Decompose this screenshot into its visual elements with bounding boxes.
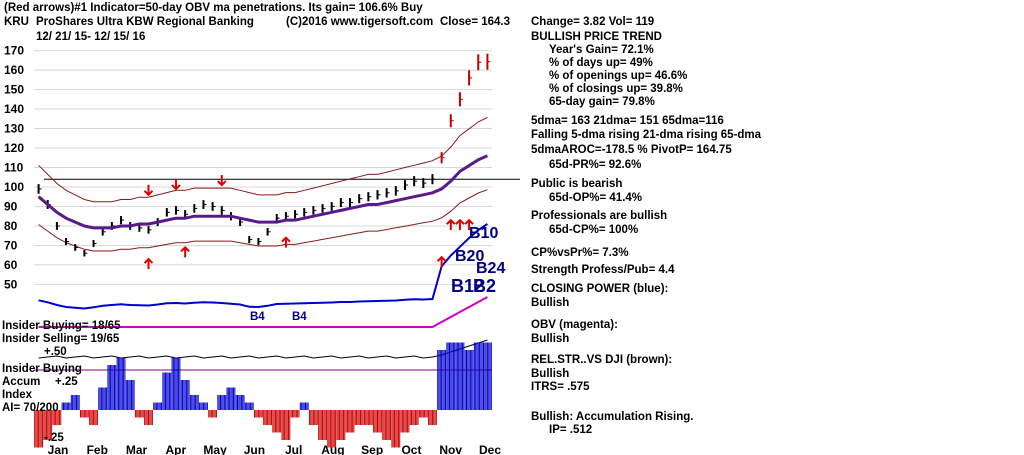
op-65d: 65d-OP%= 41.4%	[549, 192, 643, 204]
closing-power-label: CLOSING POWER (blue):	[531, 283, 669, 295]
gain-65day: 65-day gain= 79.8%	[549, 96, 655, 108]
closings-up: % of closings up= 39.8%	[549, 83, 683, 95]
y-tick-label: 170	[4, 44, 24, 58]
buy-arrow	[281, 236, 291, 248]
insider-buying-label: Insider Buying	[2, 363, 82, 375]
signal-b2: B2	[473, 276, 497, 296]
signal-arrows	[143, 175, 474, 270]
month-label: Aug	[321, 443, 344, 455]
y-tick-label: 60	[4, 258, 18, 272]
month-label: May	[203, 443, 227, 455]
buy-arrow	[446, 218, 456, 231]
month-label: Jun	[244, 443, 265, 455]
lower-band	[38, 189, 488, 252]
y-tick-label: 50	[4, 277, 18, 291]
accum-label: Accum	[2, 376, 41, 388]
month-label: Nov	[439, 443, 462, 455]
obv-status: Bullish	[531, 333, 570, 345]
obv-line	[38, 296, 488, 328]
ticker-symbol: KRU	[4, 16, 29, 28]
month-label: Sep	[361, 443, 383, 455]
price-grid	[34, 50, 520, 285]
insider-selling-ratio: Insider Selling= 19/65	[2, 333, 120, 345]
sell-arrow	[217, 175, 227, 187]
y-axis-ticks: 50 60 70 80 90 100 110 120 130 140 150 160 170	[4, 44, 24, 292]
relstr-status: Bullish	[531, 368, 570, 380]
index-label: Index	[2, 389, 33, 401]
month-label: Jul	[285, 443, 302, 455]
buy-arrow	[143, 257, 154, 270]
dma-values: 5dma= 163 21dma= 151 65dma=116	[531, 115, 724, 127]
price-bands	[38, 116, 488, 252]
y-tick-label: 80	[4, 219, 18, 233]
date-range: 12/ 21/ 15- 12/ 15/ 16	[36, 31, 146, 43]
professionals-sentiment: Professionals are bullish	[531, 210, 668, 222]
trend-title: BULLISH PRICE TREND	[531, 31, 662, 43]
copyright: (C)2016 www.tigersoft.com	[286, 16, 434, 28]
cp-65d: 65d-CP%= 100%	[549, 224, 639, 236]
public-sentiment: Public is bearish	[531, 178, 623, 190]
accum-minus25: -.25	[44, 432, 64, 444]
insider-buying-ratio: Insider Buying= 18/65	[2, 320, 121, 332]
month-label: Apr	[165, 443, 186, 455]
obv-label: OBV (magenta):	[531, 319, 618, 331]
month-label: Oct	[401, 443, 421, 455]
x-axis-months: Jan Feb Mar Apr May Jun Jul Aug Sep Oct Nov Dec	[48, 443, 502, 455]
aroc-pivot: 5dmaAROC=-178.5 % PivotP= 164.75	[531, 144, 732, 156]
signal-b4-first: B4	[250, 311, 265, 323]
rel-strength-line	[38, 339, 488, 359]
ip-value: IP= .512	[549, 424, 593, 436]
ma65-line	[37, 154, 488, 230]
accum-plus25: +.25	[55, 376, 78, 388]
days-up: % of days up= 49%	[549, 57, 653, 69]
month-label: Mar	[126, 443, 148, 455]
signal-b10: B10	[469, 225, 499, 242]
strength-ratio: Strength Profess/Pub= 4.4	[531, 264, 675, 276]
accum-plus50: +.50	[44, 346, 67, 358]
month-label: Dec	[479, 443, 501, 455]
change-volume: Change= 3.82 Vol= 119	[531, 16, 655, 28]
upper-band	[38, 116, 488, 203]
indicator-lines	[37, 154, 488, 359]
buy-arrow	[436, 255, 447, 268]
relstr-label: REL.STR..VS DJI (brown):	[531, 354, 673, 366]
closing-power-status: Bullish	[531, 297, 570, 309]
y-tick-label: 100	[4, 180, 24, 194]
y-tick-label: 70	[4, 238, 18, 252]
sell-arrow	[143, 184, 154, 197]
openings-up: % of openings up= 46.6%	[549, 70, 688, 82]
closing-power-line	[38, 223, 488, 310]
close-value: Close= 164.3	[440, 16, 511, 28]
accumulation-histogram	[34, 342, 492, 448]
y-tick-label: 150	[4, 83, 24, 97]
pr-65d: 65d-PR%= 92.6%	[549, 159, 642, 171]
cp-vs-pr: CP%vsPr%= 7.3%	[531, 247, 629, 259]
buy-arrow	[455, 218, 465, 231]
y-tick-label: 110	[4, 161, 24, 175]
y-tick-label: 90	[4, 199, 18, 213]
itrs-value: ITRS= .575	[531, 381, 590, 393]
y-tick-label: 120	[4, 141, 24, 155]
y-tick-label: 130	[4, 122, 24, 136]
month-label: Feb	[87, 443, 108, 455]
fund-name: ProShares Ultra KBW Regional Banking	[36, 16, 254, 28]
signal-b12: B12	[451, 276, 485, 296]
buy-arrow	[180, 245, 190, 258]
accumulation-status: Bullish: Accumulation Rising.	[531, 411, 694, 423]
dma-trend: Falling 5-dma rising 21-dma rising 65-dm…	[531, 129, 762, 141]
y-tick-label: 140	[4, 102, 24, 116]
month-label: Jan	[48, 443, 69, 455]
sell-arrow	[171, 178, 181, 191]
signal-b20: B20	[455, 248, 485, 265]
buy-arrow	[464, 218, 474, 231]
ai-ratio: AI= 70/200	[2, 402, 59, 414]
indicator-note: (Red arrows)#1 Indicator=50-day OBV ma p…	[4, 2, 423, 14]
years-gain: Year's Gain= 72.1%	[549, 44, 654, 56]
signal-b24: B24	[476, 260, 506, 277]
signal-b4-second: B4	[292, 311, 307, 323]
y-tick-label: 160	[4, 63, 24, 77]
